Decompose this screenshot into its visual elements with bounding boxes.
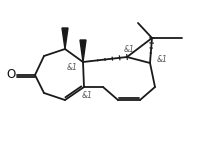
Polygon shape [62, 28, 68, 49]
Text: &1: &1 [124, 45, 134, 54]
Text: &1: &1 [67, 63, 78, 72]
Text: O: O [6, 69, 16, 81]
Text: &1: &1 [157, 56, 167, 64]
Text: &1: &1 [82, 90, 93, 99]
Polygon shape [80, 40, 86, 62]
